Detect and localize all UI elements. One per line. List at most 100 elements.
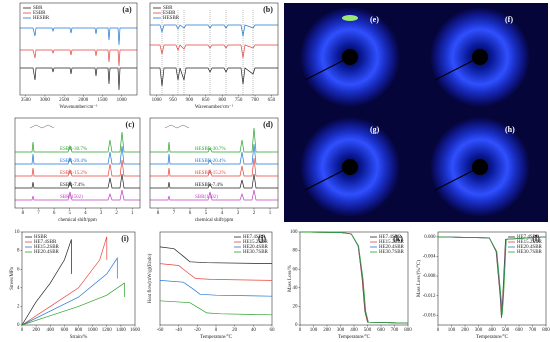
x-tick-label: 60 (270, 328, 276, 333)
x-tick-label: 2500 (59, 98, 70, 103)
y-tick-label: 6 (17, 267, 20, 272)
x-tick-label: 850 (202, 98, 210, 103)
y-axis-label: Mass Loss/% (288, 265, 293, 292)
legend-label: HE30.7SBR (379, 250, 405, 255)
x-tick-label: 1500 (97, 98, 108, 103)
line-series (21, 236, 108, 326)
y-tick-label: -0.012 (423, 294, 436, 299)
x-tick-label: 1000 (152, 98, 163, 103)
y-tick-label: 8 (17, 249, 20, 254)
x-tick-label: 3500 (21, 98, 32, 103)
x-tick-label: 5 (205, 211, 208, 216)
y-tick-label: 80 (293, 249, 299, 254)
x-tick-label: 300 (337, 328, 345, 333)
y-tick-label: 60 (293, 267, 299, 272)
legend-label: ESBR (163, 11, 176, 16)
x-axis-label: Temperature/°C (476, 335, 509, 340)
x-tick-label: 200 (323, 328, 331, 333)
x-tick-label: 3 (237, 211, 240, 216)
x-tick-label: 6 (53, 211, 56, 216)
panel-label: (i) (121, 234, 129, 243)
plot-frame (14, 117, 141, 209)
trace-label: ESBR-20.4% (60, 159, 87, 164)
x-tick-label: 200 (32, 328, 40, 333)
y-axis-label: Mass Loss/(%/°C) (417, 260, 422, 297)
x-tick-label: 1000 (88, 328, 99, 333)
image-label: (g) (370, 125, 380, 134)
x-axis-label: chemical shift/ppm (58, 218, 97, 223)
x-tick-label: 1 (131, 211, 134, 216)
x-axis-label: Wavenumber/cm⁻¹ (59, 104, 98, 110)
y-axis-label: Heat flow(mW/g)(Endo) (148, 253, 153, 303)
x-tick-label: 300 (475, 328, 483, 333)
x-tick-label: 2 (115, 211, 118, 216)
x-tick-label: 700 (529, 328, 537, 333)
legend-label: HE20.4SBR (517, 245, 543, 250)
plot-frame (149, 2, 279, 96)
line-series (21, 256, 118, 326)
x-tick-label: 2 (253, 211, 256, 216)
x-tick-label: 3000 (40, 98, 51, 103)
legend-label: HE7.4SBR (243, 235, 266, 240)
x-axis-label: Wavenumber/cm⁻¹ (195, 104, 234, 110)
trace-label: ESBR-7.4% (60, 183, 85, 188)
panel-label: (j) (258, 234, 266, 243)
x-tick-label: -20 (194, 328, 201, 333)
x-tick-label: 8 (22, 211, 25, 216)
legend-label: HE30.7SBR (243, 250, 269, 255)
trace-label: HESBR-30.7% (195, 147, 226, 152)
x-tick-label: 650 (268, 98, 276, 103)
line-series (159, 263, 273, 281)
trace-label: SBR(1502) (195, 195, 218, 200)
panel-label: (l) (532, 234, 540, 243)
legend-label: ESBR (33, 11, 46, 16)
trace-label: HESBR-15.2% (195, 171, 226, 176)
ftir-zoom-traces (150, 10, 278, 95)
trace-label: ESBR-15.2% (60, 171, 87, 176)
panel-label: (b) (263, 5, 273, 14)
legend-label: HESBR (163, 16, 180, 21)
image-label: (h) (505, 125, 515, 134)
legend-label: SBR (163, 6, 173, 11)
y-tick-label: -0.008 (423, 274, 436, 279)
x-tick-label: 6 (189, 211, 192, 216)
x-tick-label: 600 (377, 328, 385, 333)
x-tick-label: 0 (437, 328, 440, 333)
x-tick-label: 4 (84, 211, 87, 216)
y-tick-label: 100 (290, 230, 298, 235)
x-tick-label: -60 (157, 328, 164, 333)
x-tick-label: 0 (21, 328, 24, 333)
legend-label: HESBR (33, 16, 50, 21)
x-tick-label: 600 (61, 328, 69, 333)
x-tick-label: 400 (47, 328, 55, 333)
x-tick-label: 100 (448, 328, 456, 333)
nmr-traces (15, 124, 278, 201)
trace-label: HESBR-7.4% (195, 183, 223, 188)
x-tick-label: 200 (461, 328, 469, 333)
x-tick-label: 100 (310, 328, 318, 333)
panel-label: (a) (122, 5, 132, 14)
legend-label: SBR (33, 6, 43, 11)
line-series (437, 236, 547, 315)
x-tick-label: 500 (364, 328, 372, 333)
panel-label: (c) (126, 120, 135, 129)
x-tick-label: 900 (186, 98, 194, 103)
x-axis-label: chemical shift/ppm (195, 218, 234, 223)
x-tick-label: 500 (502, 328, 510, 333)
x-tick-label: 800 (75, 328, 83, 333)
y-tick-label: 4 (17, 286, 20, 291)
line-series (299, 231, 409, 324)
x-tick-label: 7 (37, 211, 40, 216)
legend-label: HE20.4SBR (243, 245, 269, 250)
x-tick-label: 800 (218, 98, 226, 103)
x-tick-label: 750 (235, 98, 243, 103)
y-tick-label: 0 (17, 323, 20, 328)
x-tick-label: 8 (157, 211, 160, 216)
x-tick-label: 1 (269, 211, 272, 216)
plot-frame (19, 2, 138, 96)
x-tick-label: 700 (251, 98, 259, 103)
legend-label: HE20.4SBR (34, 250, 60, 255)
x-tick-label: 800 (542, 328, 550, 333)
